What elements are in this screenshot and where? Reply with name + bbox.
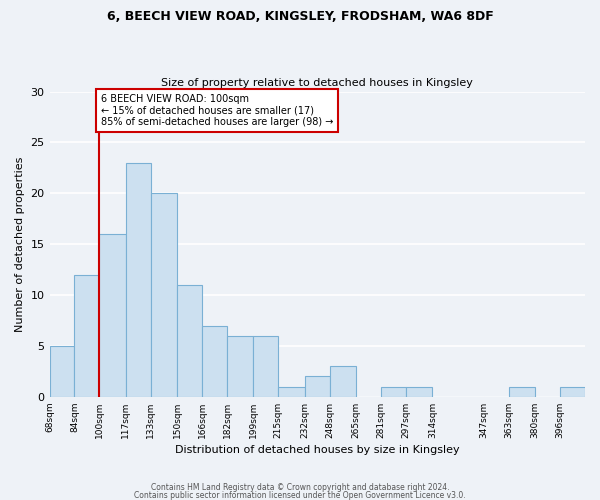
- Bar: [278, 386, 305, 397]
- Bar: [305, 376, 330, 397]
- Bar: [406, 386, 433, 397]
- Bar: [330, 366, 356, 397]
- X-axis label: Distribution of detached houses by size in Kingsley: Distribution of detached houses by size …: [175, 445, 460, 455]
- Bar: [227, 336, 253, 397]
- Bar: [126, 163, 151, 397]
- Text: 6 BEECH VIEW ROAD: 100sqm
← 15% of detached houses are smaller (17)
85% of semi-: 6 BEECH VIEW ROAD: 100sqm ← 15% of detac…: [101, 94, 333, 127]
- Bar: [560, 386, 585, 397]
- Bar: [151, 194, 177, 397]
- Bar: [177, 285, 202, 397]
- Y-axis label: Number of detached properties: Number of detached properties: [15, 156, 25, 332]
- Bar: [253, 336, 278, 397]
- Text: Contains HM Land Registry data © Crown copyright and database right 2024.: Contains HM Land Registry data © Crown c…: [151, 484, 449, 492]
- Bar: [381, 386, 406, 397]
- Bar: [50, 346, 74, 397]
- Text: 6, BEECH VIEW ROAD, KINGSLEY, FRODSHAM, WA6 8DF: 6, BEECH VIEW ROAD, KINGSLEY, FRODSHAM, …: [107, 10, 493, 23]
- Bar: [100, 234, 126, 397]
- Bar: [74, 274, 100, 397]
- Bar: [202, 326, 227, 397]
- Bar: [509, 386, 535, 397]
- Text: Contains public sector information licensed under the Open Government Licence v3: Contains public sector information licen…: [134, 490, 466, 500]
- Title: Size of property relative to detached houses in Kingsley: Size of property relative to detached ho…: [161, 78, 473, 88]
